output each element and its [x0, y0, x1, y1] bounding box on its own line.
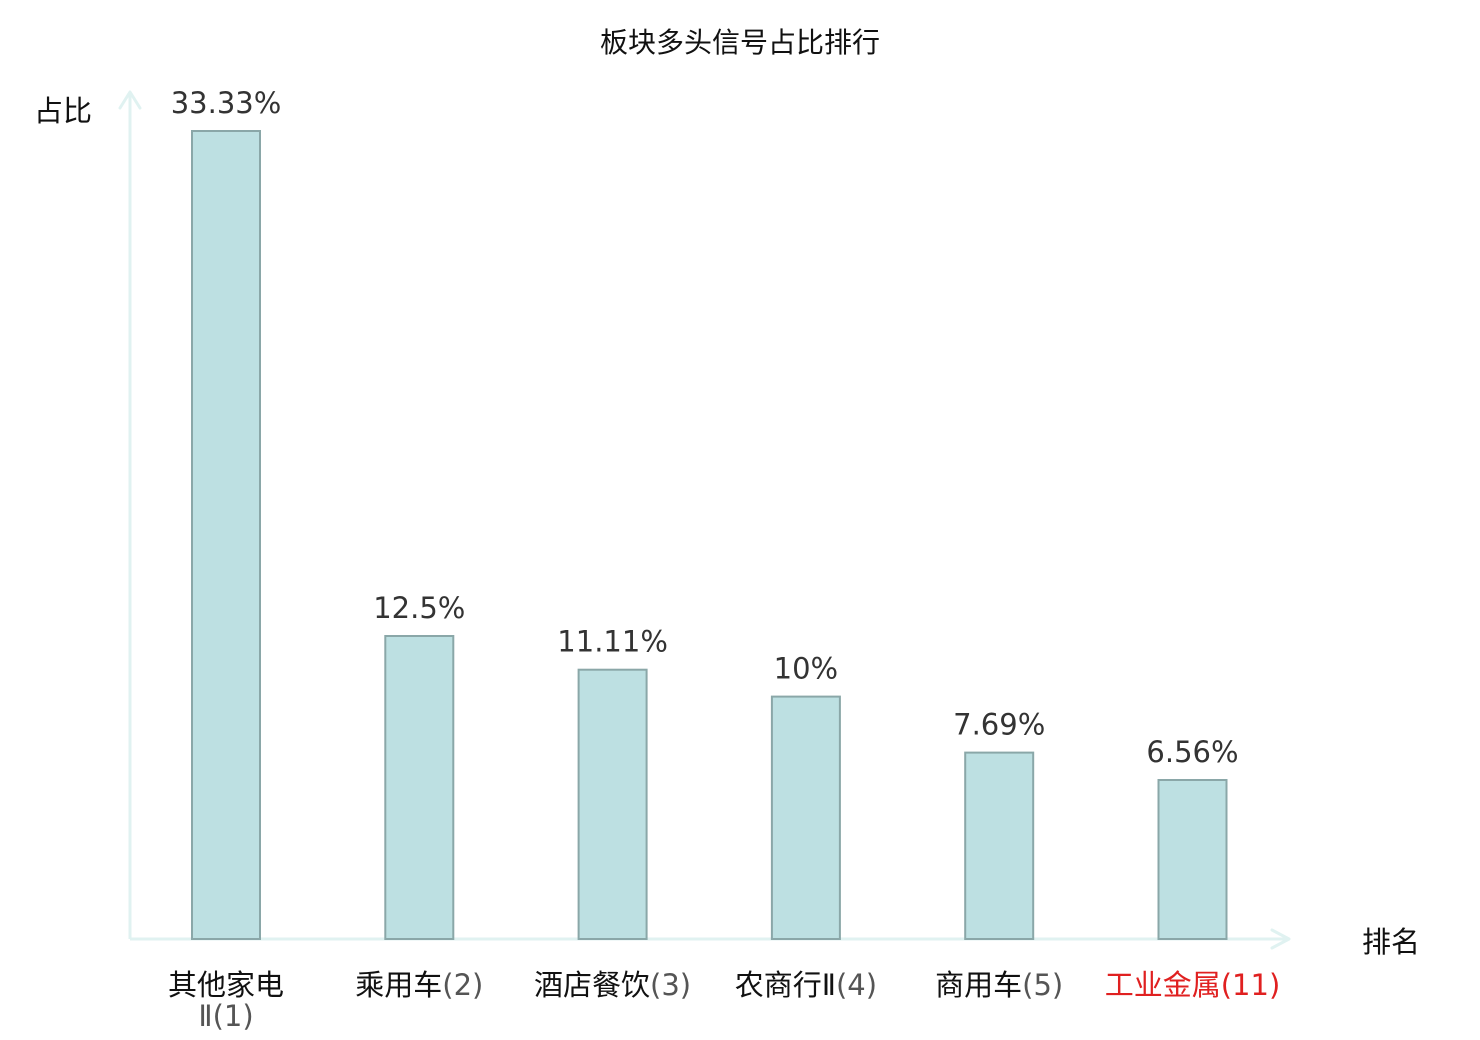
bar [770, 695, 841, 940]
category-name-label: 乘用车 [355, 968, 442, 1002]
category-rank-label: (2) [442, 968, 483, 1002]
category-label: 乘用车(2) [355, 968, 483, 1002]
category-name-label: 酒店餐饮 [534, 968, 650, 1002]
bar [384, 635, 455, 940]
bar [191, 130, 261, 940]
x-axis-label: 排名 [1362, 925, 1420, 959]
bar-value-label: 7.69% [953, 708, 1045, 742]
category-label: 农商行Ⅱ(4) [735, 968, 877, 1002]
bar [577, 668, 648, 940]
bar-value-label: 10% [774, 652, 838, 686]
category-label: 工业金属(11) [1105, 968, 1281, 1002]
category-rank-label: (4) [836, 968, 877, 1002]
bars [191, 130, 1228, 940]
bar [964, 751, 1035, 940]
category-label: 酒店餐饮(3) [534, 968, 691, 1002]
bar-value-label: 6.56% [1146, 735, 1238, 769]
category-name-label: 其他家电 [168, 968, 284, 1002]
category-name-label: 农商行Ⅱ [735, 968, 836, 1002]
category-rank-label: (11) [1221, 968, 1281, 1002]
bar-value-label: 33.33% [171, 86, 282, 120]
category-rank-label: (5) [1022, 968, 1063, 1002]
bar-value-label: 11.11% [557, 625, 668, 659]
category-label: 商用车(5) [935, 968, 1063, 1002]
bar-value-label: 12.5% [373, 591, 465, 625]
category-rank-label: (3) [650, 968, 691, 1002]
category-name-label: 商用车 [935, 968, 1022, 1002]
chart-title: 板块多头信号占比排行 [600, 26, 880, 59]
y-axis-label: 占比 [34, 94, 92, 128]
bar [1157, 779, 1228, 940]
x-axis-arrow [1270, 928, 1291, 950]
category-name-label: 工业金属 [1105, 968, 1221, 1002]
value-labels: 33.33% 12.5% 11.11% 10% 7.69% 6.56% [171, 86, 1239, 769]
category-rank-label: Ⅱ(1) [198, 999, 253, 1033]
axes [118, 90, 1291, 950]
y-axis-arrow [118, 90, 142, 110]
